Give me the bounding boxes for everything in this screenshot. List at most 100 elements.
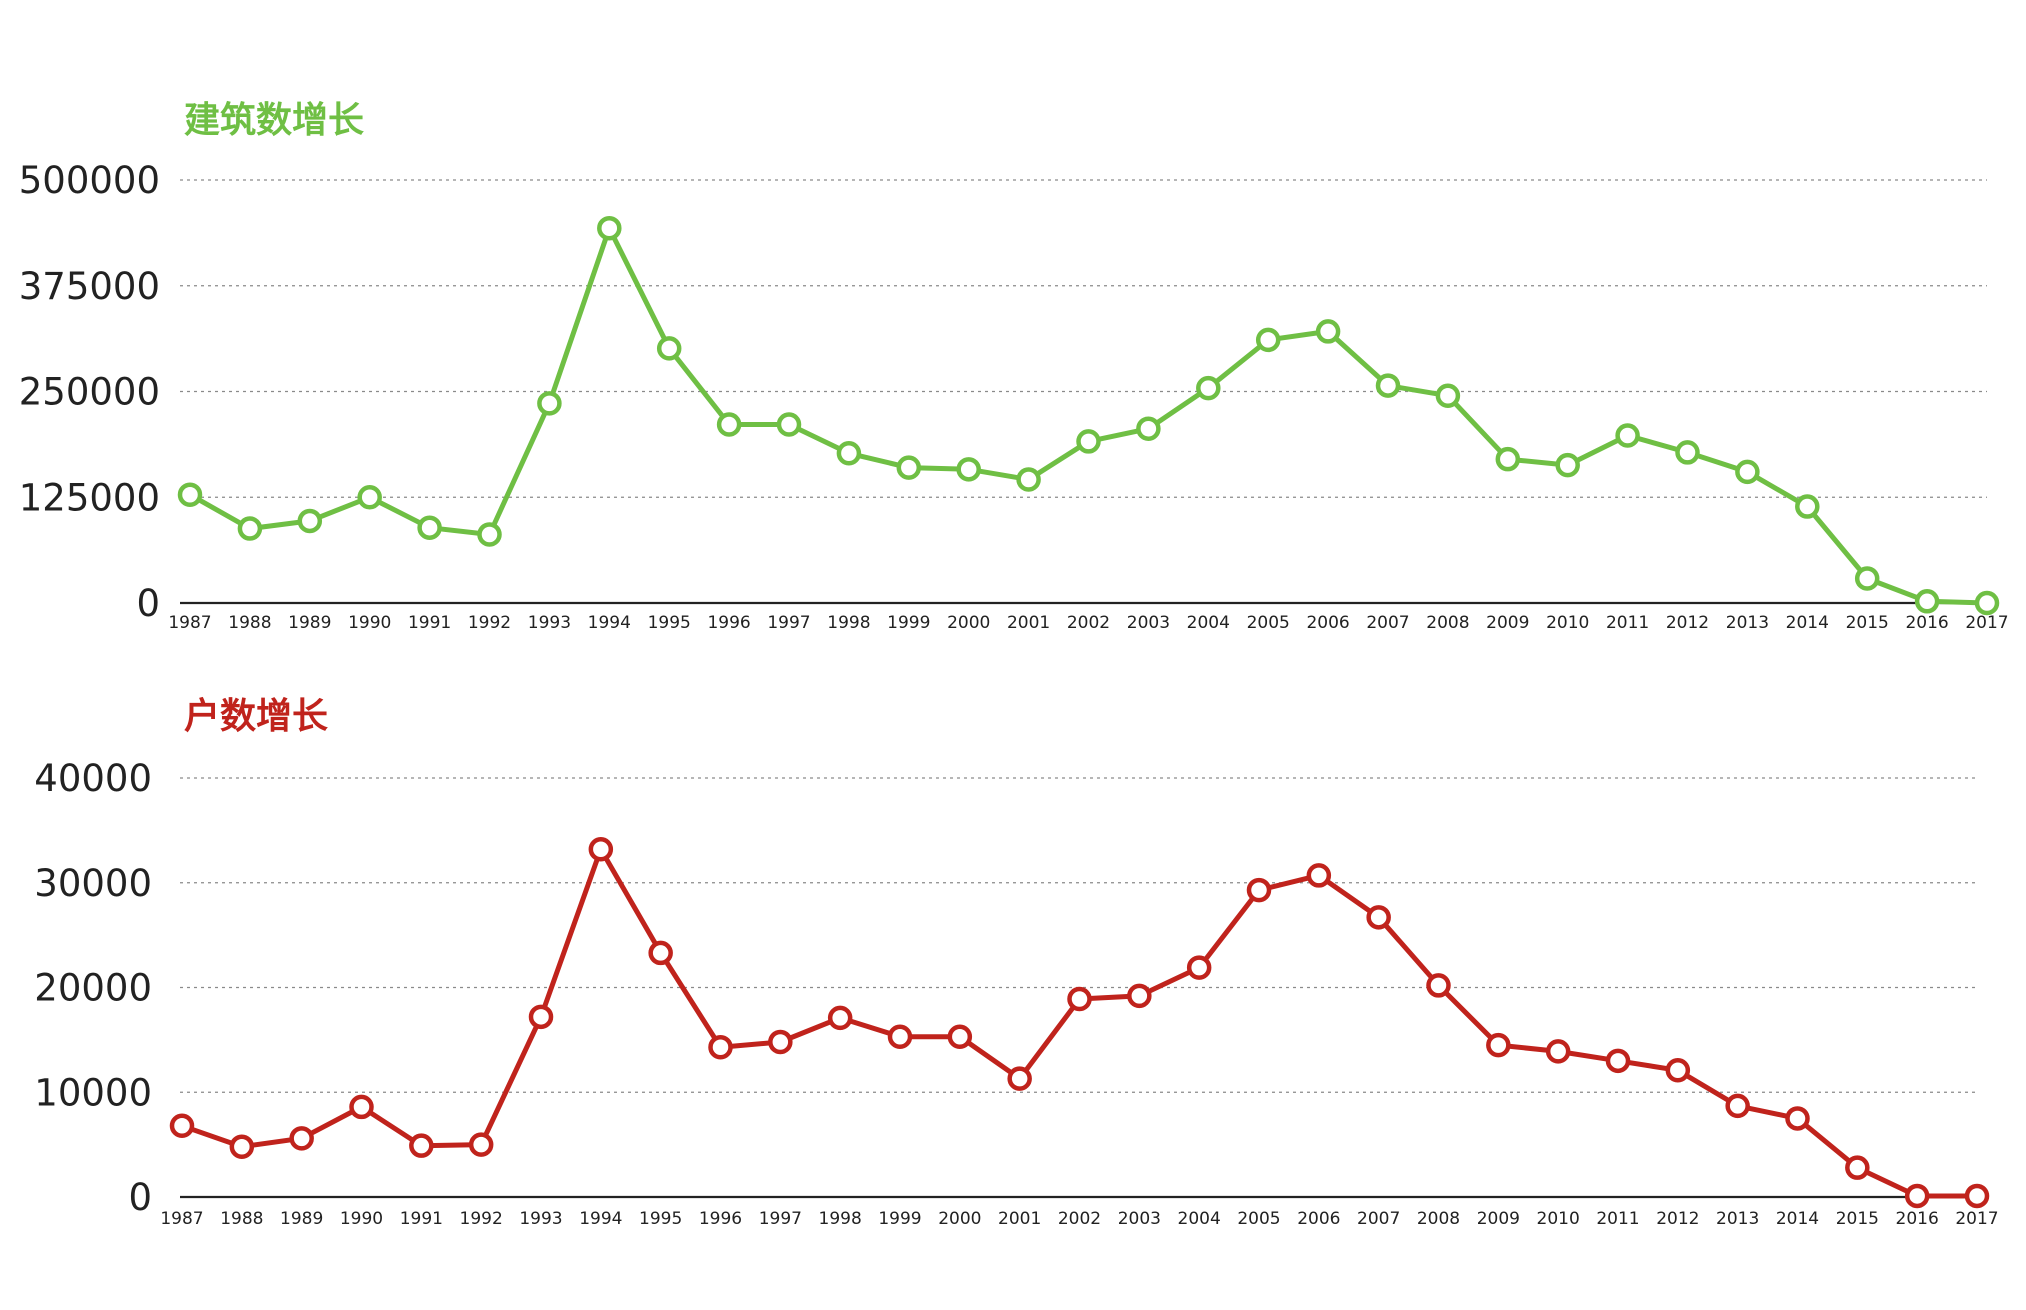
data-point [237,516,263,541]
x-tick-label: 2014 [1776,1209,1819,1229]
data-point [468,1132,494,1157]
data-point [169,1113,195,1139]
x-tick-label: 2010 [1546,613,1589,633]
x-tick-label: 1995 [648,613,691,633]
data-point [648,940,673,966]
data-point [1795,494,1820,519]
data-point [297,508,323,534]
data-point [417,515,442,540]
x-tick-label: 2003 [1127,613,1170,633]
x-tick-label: 2009 [1486,613,1529,633]
data-point [708,1034,733,1060]
x-tick-label: 1987 [168,613,211,633]
x-tick-label: 1994 [579,1209,622,1229]
x-tick-label: 2001 [1007,613,1050,633]
data-point [836,441,862,466]
x-tick-label: 1999 [878,1209,921,1229]
y-tick-label: 30000 [34,862,152,905]
x-tick-label: 1988 [220,1209,263,1229]
x-tick-label: 1998 [819,1209,862,1229]
x-tick-label: 1996 [707,613,750,633]
x-tick-label: 2007 [1357,1209,1400,1229]
data-point [1914,589,1940,614]
chart-title: 建筑数增长 [184,100,364,141]
data-point [1615,423,1640,448]
x-tick-label: 2017 [1955,1209,1998,1229]
x-tick-label: 1994 [588,613,631,633]
x-tick-label: 1988 [228,613,271,633]
x-tick-label: 2016 [1896,1209,1939,1229]
data-point [896,455,922,480]
x-tick-label: 2015 [1846,613,1889,633]
data-point [1735,459,1760,485]
y-tick-label: 250000 [19,371,160,414]
data-point [349,1094,374,1120]
x-tick-label: 1996 [699,1209,742,1229]
data-point [1555,452,1580,478]
x-tick-label: 2012 [1656,1209,1699,1229]
data-point [357,485,382,510]
x-tick-label: 1991 [408,613,451,633]
x-tick-label: 2005 [1247,613,1290,633]
data-point [716,412,742,437]
x-tick-label: 1993 [519,1209,562,1229]
x-tick-label: 2004 [1178,1209,1221,1229]
data-point [1435,383,1461,408]
y-tick-label: 125000 [19,476,160,519]
data-point [1845,1155,1870,1180]
x-tick-label: 2006 [1297,1209,1340,1229]
x-tick-label: 1990 [348,613,391,633]
x-tick-label: 2016 [1905,613,1948,633]
x-tick-label: 1990 [340,1209,383,1229]
data-point [827,1005,853,1031]
data-point [1136,416,1161,441]
data-point [229,1134,255,1159]
building-growth-chart: 建筑数增长 0 125000 250000 375000 500000 1987 1988 1… [19,100,2009,633]
data-point [1127,983,1152,1009]
data-point [597,215,622,241]
data-point [1665,1058,1691,1083]
y-tick-label: 0 [136,582,160,625]
y-tick-label: 0 [128,1176,152,1219]
data-point [1974,590,2000,616]
data-point [1725,1093,1750,1119]
x-tick-label: 2014 [1786,613,1829,633]
x-tick-label: 2011 [1606,613,1649,633]
gridlines [180,179,1987,605]
data-point [1375,373,1401,398]
data-point [1255,327,1281,353]
data-point [1605,1048,1631,1074]
series-line [179,846,1980,1199]
data-point [1306,863,1332,888]
y-tick-label: 500000 [19,159,160,202]
data-point [177,482,203,507]
data-point [947,1024,973,1049]
x-tick-label: 2015 [1836,1209,1879,1229]
data-point [588,836,614,862]
x-tick-label: 1991 [400,1209,443,1229]
data-point [1854,566,1880,591]
x-tick-label: 2002 [1058,1209,1101,1229]
data-point [1904,1183,1930,1209]
x-tick-label: 2008 [1426,613,1469,633]
x-tick-label: 2005 [1237,1209,1280,1229]
data-point [1007,1066,1032,1091]
x-tick-label: 2002 [1067,613,1110,633]
chart-title: 户数增长 [184,696,328,737]
x-tick-label: 1997 [759,1209,802,1229]
data-point [1785,1106,1810,1131]
x-tick-label: 2006 [1306,613,1349,633]
data-point [1016,467,1041,492]
x-tick-label: 2001 [998,1209,1041,1229]
data-point [289,1126,314,1151]
data-point [1366,905,1391,930]
x-tick-label: 2007 [1366,613,1409,633]
x-tick-label: 1987 [160,1209,203,1229]
data-point [1246,877,1272,903]
data-point [537,391,562,416]
series-line [187,225,1990,606]
data-point [956,457,981,482]
data-point [1076,429,1101,454]
